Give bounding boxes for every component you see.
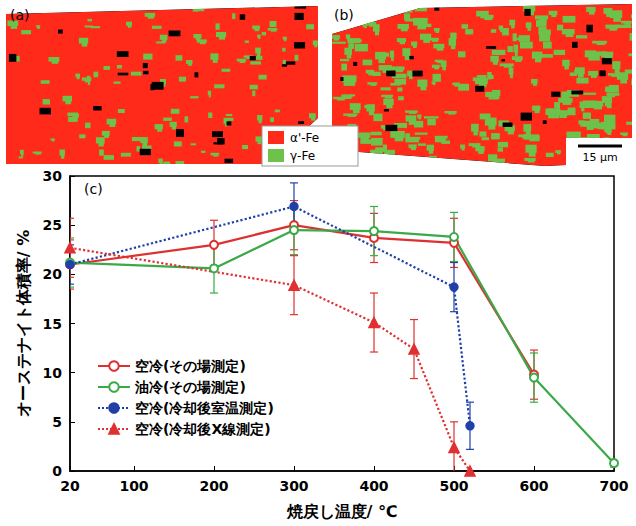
svg-text:20: 20	[43, 266, 63, 282]
svg-text:300: 300	[279, 478, 308, 494]
svg-text:γ-Fe: γ-Fe	[290, 149, 315, 163]
svg-text:15 μm: 15 μm	[582, 151, 617, 164]
svg-text:500: 500	[439, 478, 468, 494]
svg-text:α'-Fe: α'-Fe	[290, 131, 319, 145]
svg-text:(b): (b)	[334, 7, 354, 23]
svg-text:オーステナイト体積率/ %: オーステナイト体積率/ %	[14, 230, 33, 417]
svg-text:焼戻し温度/ ℃: 焼戻し温度/ ℃	[286, 502, 398, 521]
svg-text:30: 30	[43, 168, 63, 184]
svg-text:100: 100	[119, 478, 148, 494]
svg-text:(a): (a)	[10, 7, 30, 23]
svg-text:(c): (c)	[84, 181, 103, 197]
svg-text:20: 20	[60, 478, 80, 494]
svg-text:空冷(その場測定): 空冷(その場測定)	[135, 358, 246, 374]
svg-text:空冷(冷却後X線測定): 空冷(冷却後X線測定)	[135, 421, 271, 437]
svg-text:0: 0	[52, 463, 62, 479]
svg-text:700: 700	[599, 478, 628, 494]
svg-text:5: 5	[52, 414, 62, 430]
svg-text:油冷(その場測定): 油冷(その場測定)	[134, 379, 246, 395]
svg-text:200: 200	[199, 478, 228, 494]
svg-text:400: 400	[359, 478, 388, 494]
svg-text:10: 10	[43, 365, 63, 381]
svg-text:25: 25	[43, 217, 62, 233]
svg-text:15: 15	[43, 316, 62, 332]
svg-text:600: 600	[519, 478, 548, 494]
svg-text:空冷(冷却後室温測定): 空冷(冷却後室温測定)	[135, 400, 274, 416]
